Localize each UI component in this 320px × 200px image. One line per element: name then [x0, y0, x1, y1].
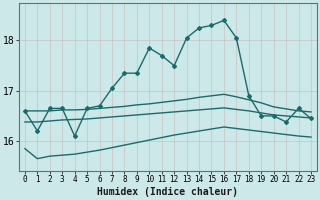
X-axis label: Humidex (Indice chaleur): Humidex (Indice chaleur) — [98, 187, 238, 197]
